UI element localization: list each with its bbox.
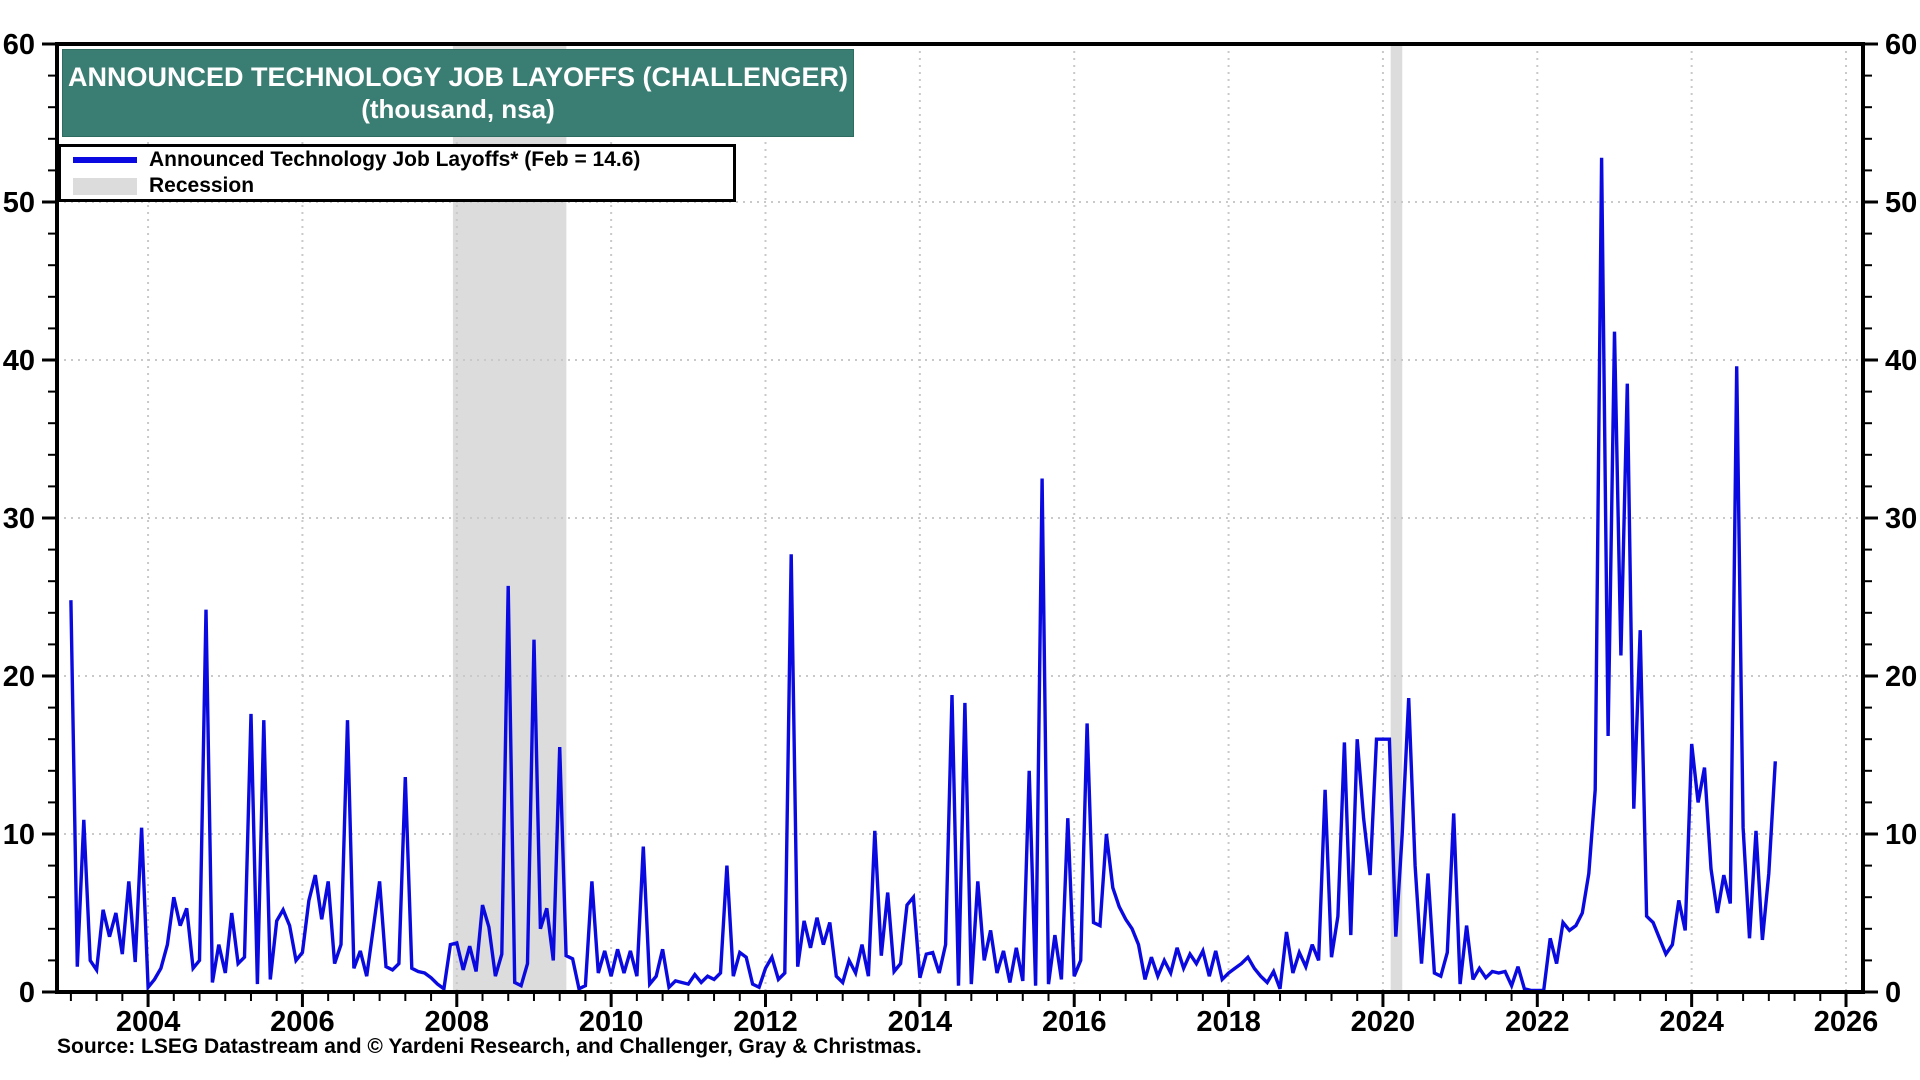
x-axis-label: 2016 [1042,1006,1107,1038]
x-axis-labels: 2004 2006 2008 2010 2012 2014 2016 2018 2020 2022… [116,1006,1878,1038]
y-axis-label-right: 0 [1885,977,1901,1009]
y-axis-label-left: 50 [3,187,35,219]
x-axis-label: 2012 [733,1006,798,1038]
recession-swatch [73,177,137,195]
chart-title-box: ANNOUNCED TECHNOLOGY JOB LAYOFFS (CHALLE… [62,49,854,137]
gridlines [57,44,1863,992]
x-axis-label: 2008 [425,1006,490,1038]
y-axes-ticks [42,42,1878,994]
x-axis-label: 2006 [270,1006,335,1038]
y-axis-label-right: 20 [1885,661,1917,693]
y-axis-label-left: 10 [3,819,35,851]
x-axis-label: 2010 [579,1006,644,1038]
x-axis-label: 2018 [1196,1006,1261,1038]
recession-band-2 [1390,44,1403,992]
x-axis-label: 2024 [1659,1006,1724,1038]
legend-box: Announced Technology Job Layoffs* (Feb =… [58,144,736,202]
x-axis-label: 2022 [1505,1006,1570,1038]
y-axis-label-right: 40 [1885,345,1917,377]
y-axis-label-left: 60 [3,29,35,61]
data-line [69,157,1777,993]
y-axis-label-left: 40 [3,345,35,377]
x-axis-ticks [69,992,1848,1007]
legend-row-series: Announced Technology Job Layoffs* (Feb =… [61,147,733,173]
legend-row-recession: Recession [61,173,733,199]
x-axis-label: 2014 [888,1006,953,1038]
x-axis-label: 2026 [1814,1006,1879,1038]
legend-series-label: Announced Technology Job Layoffs* (Feb =… [149,148,641,171]
series-line-swatch [73,157,137,163]
y-axis-label-right: 10 [1885,819,1917,851]
y-axis-label-left: 0 [19,977,35,1009]
legend-recession-label: Recession [149,174,255,197]
source-note: Source: LSEG Datastream and © Yardeni Re… [57,1035,922,1058]
y-axis-label-right: 30 [1885,503,1917,535]
y-axis-label-left: 20 [3,661,35,693]
x-axis-label: 2020 [1351,1006,1416,1038]
y-axis-label-left: 30 [3,503,35,535]
x-axis-label: 2004 [116,1006,181,1038]
y-axis-label-right: 50 [1885,187,1917,219]
chart-title: ANNOUNCED TECHNOLOGY JOB LAYOFFS (CHALLE… [67,61,849,92]
y-axis-labels: 0 0 10 10 20 20 30 30 40 40 50 50 60 60 [3,29,1918,1009]
chart-subtitle: (thousand, nsa) [361,94,555,125]
y-axis-label-right: 60 [1885,29,1917,61]
